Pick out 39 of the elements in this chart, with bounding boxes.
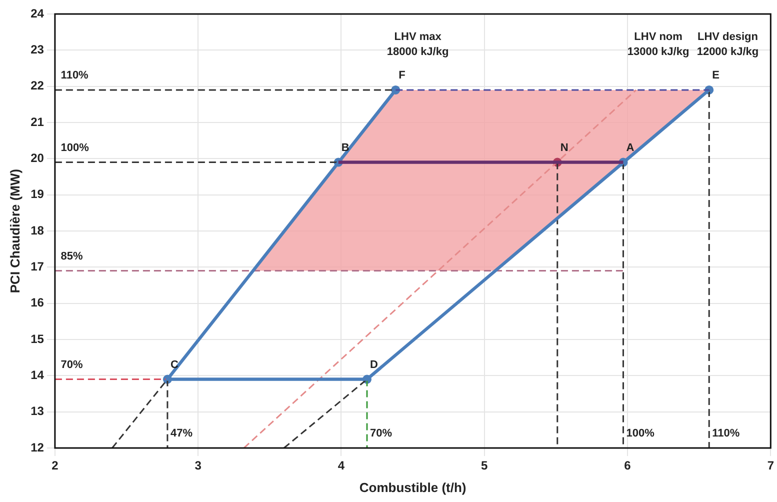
- y-axis-title: PCI Chaudière (MW): [7, 168, 22, 294]
- y-tick-label: 17: [30, 259, 44, 274]
- annotation: C: [170, 358, 178, 371]
- annotation: 70%: [60, 358, 84, 371]
- annotation: 100%: [60, 142, 90, 154]
- annotation: D: [370, 358, 378, 371]
- x-axis-title: Combustible (t/h): [359, 480, 466, 495]
- x-tick-label: 3: [194, 458, 202, 473]
- y-tick-label: 19: [30, 187, 44, 202]
- y-tick-label: 12: [30, 440, 44, 454]
- annotation: N: [560, 142, 568, 154]
- annotation: F: [398, 69, 406, 82]
- y-tick-label: 14: [30, 368, 44, 382]
- x-tick-label: 7: [767, 458, 774, 473]
- annotation: A: [626, 142, 634, 154]
- annotation: 85%: [60, 250, 84, 262]
- y-tick-label: 24: [30, 6, 44, 20]
- y-tick-label: 15: [30, 332, 44, 346]
- y-tick-label: 16: [30, 296, 44, 310]
- annotation: E: [712, 69, 720, 82]
- annotation: 100%: [626, 428, 655, 440]
- y-tick-label: 18: [30, 223, 44, 238]
- x-tick-label: 5: [481, 458, 488, 473]
- annotation: LHV design 12000 kJ/kg: [696, 30, 759, 58]
- y-tick-label: 23: [30, 42, 44, 56]
- x-tick-label: 2: [52, 458, 59, 473]
- annotation: B: [341, 142, 350, 154]
- y-tick-label: 20: [30, 150, 44, 165]
- annotation: LHV max 18000 kJ/kg: [386, 30, 449, 58]
- annotation: 70%: [370, 428, 392, 440]
- y-tick-label: 21: [30, 114, 44, 129]
- y-tick-label: 22: [30, 78, 44, 93]
- annotation: 110%: [712, 428, 740, 440]
- annotation: LHV nom 13000 kJ/kg: [627, 30, 690, 58]
- x-tick-label: 4: [338, 458, 345, 473]
- x-tick-label: 6: [624, 458, 632, 473]
- y-tick-label: 13: [30, 404, 44, 418]
- annotation: 110%: [60, 69, 89, 82]
- annotation: 47%: [170, 428, 193, 440]
